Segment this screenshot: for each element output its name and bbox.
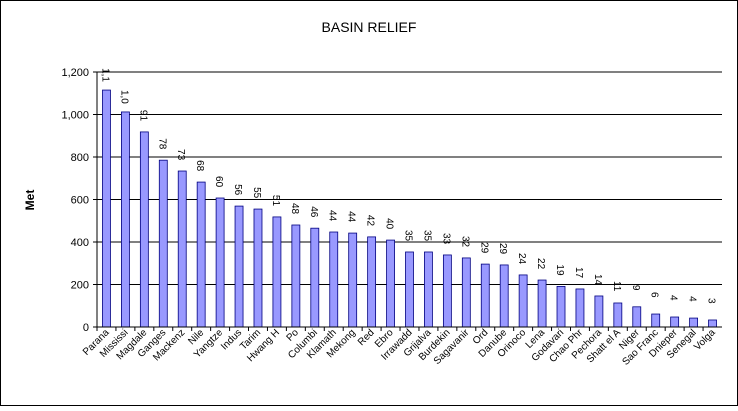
data-label: 11 — [611, 281, 622, 292]
bar — [651, 313, 661, 328]
data-label: 91 — [137, 110, 148, 122]
data-label: 48 — [289, 203, 300, 215]
data-label: 33 — [440, 233, 451, 245]
bar — [139, 131, 149, 328]
bar — [158, 159, 168, 328]
bar — [348, 232, 358, 328]
y-tick-label: 400 — [71, 237, 89, 249]
data-label: 19 — [554, 264, 565, 276]
bar — [708, 319, 717, 328]
data-label: 73 — [175, 149, 186, 161]
data-label: 14 — [592, 274, 603, 286]
y-tick-label: 200 — [71, 280, 89, 292]
data-label: 42 — [365, 215, 376, 227]
data-label: 44 — [327, 210, 338, 222]
data-label: 35 — [421, 230, 432, 242]
data-label: 51 — [270, 195, 281, 207]
bar — [594, 295, 604, 328]
bar — [177, 170, 187, 328]
y-tick-label: 1,000 — [61, 110, 89, 122]
y-tick-label: 600 — [71, 195, 89, 207]
data-label: 68 — [194, 160, 205, 172]
bar — [329, 231, 339, 328]
bar — [499, 264, 509, 328]
data-label: 46 — [308, 206, 319, 218]
y-axis-label: Met — [23, 190, 37, 211]
bar — [234, 205, 244, 328]
y-tick-label: 0 — [83, 322, 89, 334]
y-tick-label: 800 — [71, 152, 89, 164]
bar — [272, 216, 282, 328]
data-label: 9 — [630, 285, 641, 291]
data-label: 35 — [403, 230, 414, 242]
bar — [689, 317, 698, 328]
chart-title: BASIN RELIEF — [322, 19, 417, 35]
bar — [121, 111, 130, 328]
bar — [442, 254, 452, 328]
bar — [556, 286, 566, 328]
bar — [386, 239, 395, 328]
data-label: 60 — [213, 176, 224, 188]
bar — [518, 274, 528, 328]
data-label: 24 — [516, 253, 527, 265]
data-label: 6 — [649, 292, 660, 298]
y-tick-label: 1,200 — [61, 67, 89, 79]
bar — [461, 257, 471, 328]
data-label: 29 — [478, 242, 489, 254]
data-label: 29 — [497, 243, 508, 255]
bar — [196, 181, 206, 328]
bar — [480, 263, 490, 328]
bar — [405, 251, 414, 328]
bar — [613, 302, 623, 328]
bar — [367, 236, 377, 328]
bar — [253, 208, 263, 328]
data-label: 17 — [573, 267, 584, 279]
bar — [670, 316, 680, 328]
bar — [215, 197, 225, 328]
data-label: 32 — [459, 236, 470, 248]
data-label: 55 — [251, 187, 262, 199]
data-label: 1,1 — [99, 68, 110, 82]
data-label: 1,0 — [118, 90, 129, 104]
data-label: 4 — [687, 296, 698, 302]
bar — [424, 251, 433, 328]
data-label: 78 — [156, 138, 167, 150]
bar — [310, 227, 320, 328]
bar — [632, 306, 642, 328]
bar — [575, 288, 585, 328]
bar — [291, 224, 301, 328]
data-label: 44 — [346, 211, 357, 223]
data-label: 22 — [535, 258, 546, 270]
data-label: 40 — [384, 218, 395, 230]
data-label: 4 — [668, 295, 679, 301]
data-label: 3 — [706, 298, 717, 304]
data-label: 56 — [232, 184, 243, 196]
bar — [537, 279, 547, 328]
bar — [102, 89, 111, 328]
